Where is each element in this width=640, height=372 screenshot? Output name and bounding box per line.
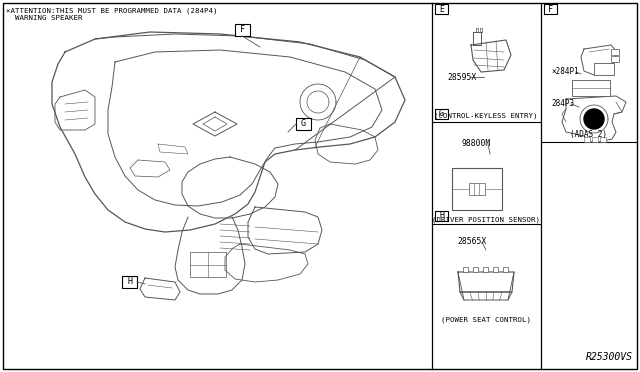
Text: F: F: [548, 4, 553, 13]
Bar: [483, 267, 488, 272]
Text: ×ATTENTION:THIS MUST BE PROGRAMMED DATA (284P4): ×ATTENTION:THIS MUST BE PROGRAMMED DATA …: [6, 7, 218, 13]
Text: G: G: [439, 109, 444, 119]
Bar: [469, 183, 485, 195]
Text: (POWER SEAT CONTROL): (POWER SEAT CONTROL): [441, 317, 531, 323]
Bar: [584, 137, 590, 142]
Text: 98800M: 98800M: [462, 140, 492, 148]
Text: 28565X: 28565X: [457, 237, 486, 247]
Text: ×284P1: ×284P1: [551, 67, 579, 77]
Bar: [503, 267, 508, 272]
Bar: [235, 24, 250, 36]
Bar: [435, 109, 448, 119]
Bar: [473, 267, 478, 272]
Text: (ADAS 2): (ADAS 2): [570, 129, 607, 138]
Bar: [611, 56, 619, 62]
Circle shape: [584, 109, 604, 129]
Bar: [572, 80, 610, 96]
Text: R25300VS: R25300VS: [586, 352, 633, 362]
Text: H: H: [439, 212, 444, 221]
Text: F: F: [240, 26, 245, 35]
Bar: [190, 252, 226, 277]
Bar: [592, 137, 598, 142]
Text: G: G: [301, 119, 306, 128]
Text: E: E: [439, 4, 444, 13]
Bar: [493, 267, 498, 272]
Text: 284P3: 284P3: [551, 99, 574, 109]
Bar: [122, 276, 137, 288]
Bar: [544, 4, 557, 14]
Text: (CONTROL-KEYLESS ENTRY): (CONTROL-KEYLESS ENTRY): [435, 113, 538, 119]
Bar: [611, 49, 619, 55]
Text: WARNING SPEAKER: WARNING SPEAKER: [6, 15, 83, 21]
Bar: [435, 211, 448, 221]
Text: 28595X: 28595X: [447, 73, 476, 81]
Bar: [452, 168, 502, 210]
Bar: [594, 63, 614, 75]
Bar: [600, 137, 606, 142]
Text: H: H: [127, 278, 132, 286]
Text: (DRIVER POSITION SENSOR): (DRIVER POSITION SENSOR): [432, 217, 540, 223]
Bar: [296, 118, 311, 130]
Bar: [463, 267, 468, 272]
Bar: [435, 4, 448, 14]
